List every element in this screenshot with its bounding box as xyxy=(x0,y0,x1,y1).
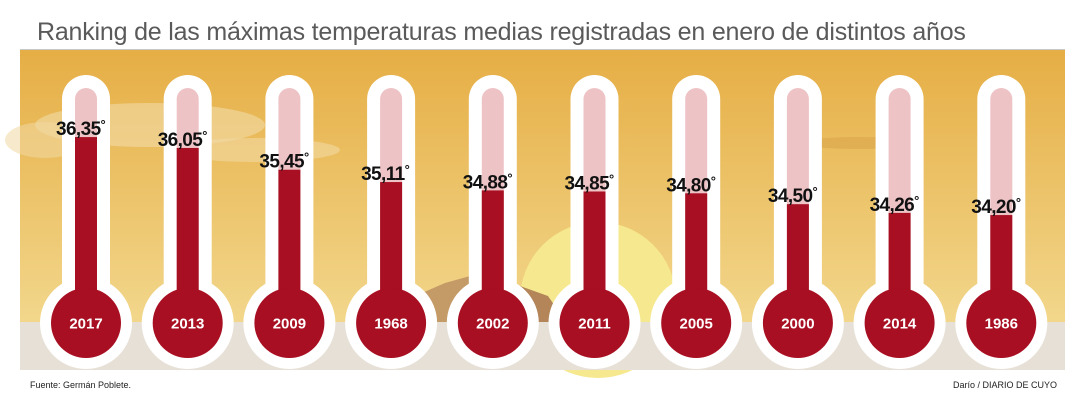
value-label: 35,45° xyxy=(259,150,309,173)
thermometer: 2017 36,35° xyxy=(40,75,132,369)
thermometer: 2014 34,26° xyxy=(853,75,946,369)
year-label: 2011 xyxy=(578,316,611,333)
degree-symbol: ° xyxy=(711,173,716,188)
value-label: 35,11° xyxy=(361,162,410,185)
thermometer-bulb xyxy=(254,288,325,358)
degree-symbol: ° xyxy=(405,162,410,177)
value-label: 34,50° xyxy=(768,184,818,207)
degree-symbol: ° xyxy=(304,150,309,165)
value-label: 36,35° xyxy=(56,117,106,140)
source-note: Fuente: Germán Poblete. xyxy=(30,380,132,390)
degree-symbol: ° xyxy=(914,193,919,208)
mercury-bar xyxy=(278,169,301,323)
thermometer: 1986 34,20° xyxy=(955,75,1048,369)
credit-note: Darío / DIARIO DE CUYO xyxy=(952,380,1057,390)
degree-symbol: ° xyxy=(202,128,207,143)
year-label: 1986 xyxy=(985,316,1018,333)
value-label: 34,88° xyxy=(463,170,513,193)
value-label: 34,80° xyxy=(666,173,716,196)
chart-title: Ranking de las máximas temperaturas medi… xyxy=(37,18,966,46)
mercury-bar xyxy=(75,137,97,323)
year-label: 2009 xyxy=(273,316,306,333)
degree-symbol: ° xyxy=(812,184,817,199)
value-label: 34,20° xyxy=(971,195,1021,218)
value-label: 34,26° xyxy=(870,193,920,216)
degree-symbol: ° xyxy=(101,117,106,132)
thermometer: 2002 34,88° xyxy=(446,75,539,369)
year-label: 2013 xyxy=(171,316,204,333)
thermometer: 2011 34,85° xyxy=(548,75,641,369)
thermometer-bulb xyxy=(966,288,1037,358)
degree-symbol: ° xyxy=(1016,195,1021,210)
thermometer-bulb xyxy=(559,288,630,358)
thermometer-bulb xyxy=(661,288,732,358)
year-label: 2017 xyxy=(69,316,102,333)
thermometer: 2013 36,05° xyxy=(141,75,234,369)
thermometers: 2017 36,35° 2013 36,05° 2009 35,45° 1968 35,11°… xyxy=(40,75,1048,369)
year-label: 1968 xyxy=(374,316,407,333)
mercury-bar xyxy=(380,182,403,323)
thermometer-bulb xyxy=(762,288,833,358)
thermometer-bulb xyxy=(457,288,528,358)
year-label: 2002 xyxy=(476,316,509,333)
thermometer: 2005 34,80° xyxy=(650,75,743,369)
year-label: 2014 xyxy=(883,316,917,333)
thermometer-bulb xyxy=(152,288,223,358)
year-label: 2000 xyxy=(781,316,814,333)
title-divider xyxy=(20,49,1065,50)
value-label: 36,05° xyxy=(158,128,208,151)
degree-symbol: ° xyxy=(609,171,614,186)
mercury-bar xyxy=(176,147,199,323)
year-label: 2005 xyxy=(680,316,713,333)
degree-symbol: ° xyxy=(507,170,512,185)
thermometer: 2009 35,45° xyxy=(243,75,336,369)
thermometer-bulb xyxy=(864,288,935,358)
thermometer-bulb xyxy=(51,288,121,358)
thermometer: 2000 34,50° xyxy=(751,75,844,369)
thermometer: 1968 35,11° xyxy=(345,75,438,369)
thermometer-bulb xyxy=(356,288,427,358)
value-label: 34,85° xyxy=(565,171,615,194)
